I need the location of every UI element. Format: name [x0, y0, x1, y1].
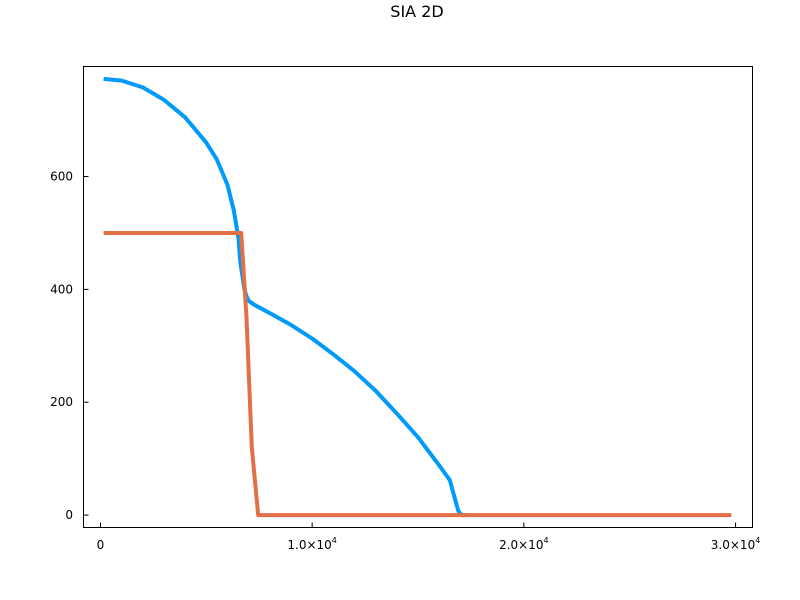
chart-title: SIA 2D	[390, 2, 443, 21]
x-tick-label: 0	[97, 538, 105, 552]
x-tick-label: 3.0×104	[711, 536, 761, 552]
y-tick-label: 400	[50, 282, 73, 296]
y-tick-label: 0	[65, 508, 73, 522]
y-tick-label: 600	[50, 170, 73, 184]
series-line-1	[103, 76, 467, 518]
plot-frame	[83, 66, 753, 528]
x-axis-ticks: 0 1.0×104 2.0×104 3.0×104	[97, 522, 761, 552]
y-axis-ticks: 0 200 400 600	[50, 170, 89, 522]
series-layer	[103, 76, 732, 518]
x-tick-label: 1.0×104	[287, 536, 337, 552]
x-tick-label: 2.0×104	[499, 536, 549, 552]
y-tick-label: 200	[50, 395, 73, 409]
series-line-2	[103, 231, 732, 518]
